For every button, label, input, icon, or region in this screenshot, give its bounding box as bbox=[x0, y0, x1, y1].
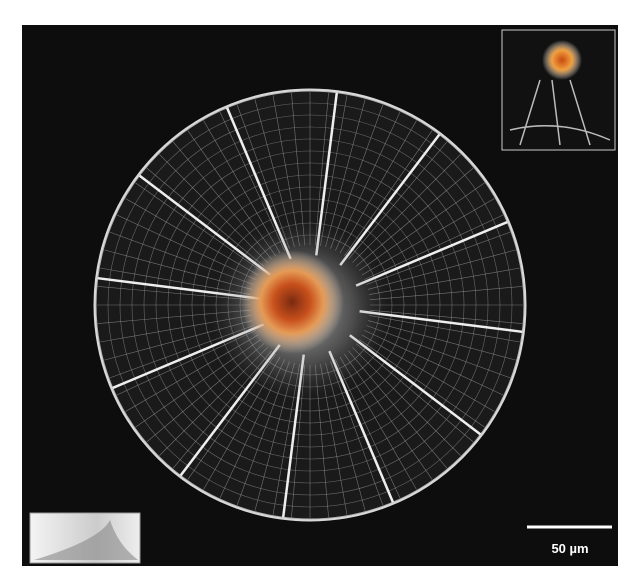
web-thread bbox=[369, 309, 523, 324]
web-thread bbox=[364, 214, 504, 280]
central-capsule bbox=[240, 250, 344, 354]
web-thread bbox=[358, 339, 485, 428]
inset-bottom-shape bbox=[34, 520, 138, 560]
web-thread bbox=[358, 182, 485, 271]
web-thread bbox=[352, 154, 461, 263]
web-thread bbox=[367, 320, 516, 361]
web-thread bbox=[361, 198, 495, 276]
web-thread bbox=[339, 120, 417, 254]
web-thread bbox=[320, 95, 348, 246]
web-thread bbox=[355, 167, 474, 267]
web-thread bbox=[344, 130, 433, 257]
web-thread bbox=[367, 249, 516, 290]
web-thread bbox=[369, 315, 520, 343]
web-thread bbox=[366, 231, 511, 285]
web-thread bbox=[366, 325, 511, 379]
web-thread bbox=[348, 141, 448, 260]
inset-top-capsule bbox=[542, 40, 582, 80]
scale-bar-label: 50 µm bbox=[551, 541, 588, 556]
web-thread bbox=[335, 111, 401, 251]
web-thread bbox=[291, 92, 306, 246]
web-thread bbox=[369, 267, 520, 295]
web-thread bbox=[325, 99, 366, 248]
web-thread bbox=[314, 92, 329, 246]
web-thread bbox=[364, 330, 504, 396]
web-thread bbox=[355, 343, 474, 443]
inset-top-spines bbox=[509, 79, 611, 146]
web-ring bbox=[95, 90, 525, 520]
web-thread bbox=[361, 334, 495, 412]
web-thread bbox=[330, 104, 384, 249]
web-thread bbox=[369, 286, 523, 301]
